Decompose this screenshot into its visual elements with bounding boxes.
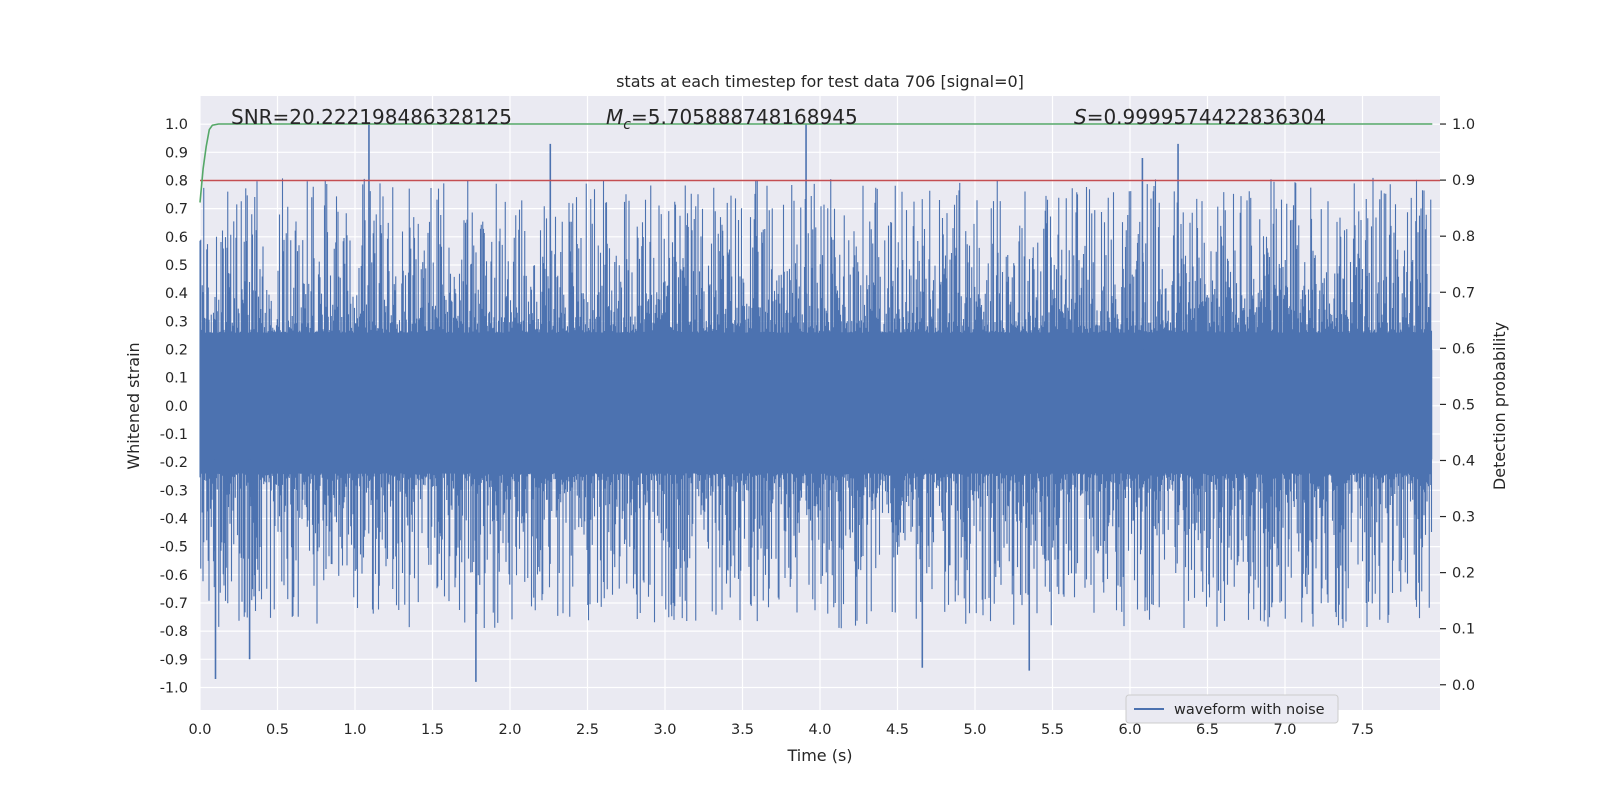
chart-title: stats at each timestep for test data 706… [616, 72, 1024, 91]
y2-axis-label: Detection probability [1490, 322, 1509, 490]
x-tick-label: 6.0 [1118, 722, 1141, 738]
y2-tick-label: 0.9 [1452, 173, 1475, 189]
y-tick-label: 0.9 [165, 145, 188, 161]
y-tick-label: 0.4 [165, 286, 188, 302]
y2-tick-label: 0.1 [1452, 622, 1475, 638]
y-tick-label: -0.1 [160, 427, 188, 443]
x-tick-label: 7.5 [1351, 722, 1374, 738]
y-axis-ticks: 1.0 0.9 0.8 0.7 0.6 0.5 0.4 0.3 0.2 0.1 0.0 -0.1 -0.… [160, 117, 188, 696]
y-tick-label: -0.2 [160, 455, 188, 471]
x-tick-label: 4.0 [808, 722, 831, 738]
y-tick-label: 0.6 [165, 230, 188, 246]
detection-probability-line [199, 123, 1433, 203]
waveform-core-band [200, 349, 1433, 460]
x-tick-label: 3.0 [653, 722, 676, 738]
y-tick-label: -0.4 [160, 511, 188, 527]
y2-tick-label: 0.3 [1452, 510, 1475, 526]
y2-tick-label: 0.2 [1452, 566, 1475, 582]
waveform-with-noise-series [199, 124, 1433, 682]
x-tick-label: 6.5 [1196, 722, 1219, 738]
score-symbol: S [1074, 105, 1087, 129]
x-tick-label: 3.5 [731, 722, 754, 738]
y-tick-label: 0.8 [165, 173, 188, 189]
snr-annotation: SNR=20.222198486328125 [231, 105, 512, 129]
legend-box [1125, 694, 1339, 724]
chirp-mass-value: =5.705888748168945 [631, 105, 858, 129]
x-tick-label: 5.5 [1041, 722, 1064, 738]
score-annotation: S=0.9999574422836304 [1074, 105, 1326, 129]
legend-label-waveform: waveform with noise [1174, 702, 1325, 718]
chirp-mass-subscript: c [623, 117, 631, 133]
x-tick-label: 0.5 [266, 722, 289, 738]
y-tick-label: 0.1 [165, 371, 188, 387]
y2-axis-ticks: 1.0 0.9 0.8 0.7 0.6 0.5 0.4 0.3 0.2 0.1 0.0 [1440, 117, 1475, 694]
y2-tick-label: 0.7 [1452, 285, 1475, 301]
y-tick-label: -0.9 [160, 652, 188, 668]
y-tick-label: 0.0 [165, 399, 188, 415]
y-tick-label: -0.6 [160, 568, 188, 584]
y-tick-label: 1.0 [165, 117, 188, 133]
y2-tick-label: 0.0 [1452, 678, 1475, 694]
x-tick-label: 1.0 [343, 722, 366, 738]
y2-tick-label: 0.4 [1452, 453, 1475, 469]
y-tick-label: -0.5 [160, 540, 188, 556]
y-tick-label: 0.5 [165, 258, 188, 274]
y-tick-label: -1.0 [160, 680, 188, 696]
y-tick-label: -0.8 [160, 624, 188, 640]
y-tick-label: 0.3 [165, 314, 188, 330]
legend: waveform with noise [1125, 694, 1339, 724]
y2-tick-label: 1.0 [1452, 117, 1475, 133]
x-tick-label: 0.0 [188, 722, 211, 738]
chirp-mass-symbol: M [606, 105, 623, 129]
y-tick-label: 0.7 [165, 202, 188, 218]
y-tick-label: -0.3 [160, 483, 188, 499]
x-tick-label: 1.5 [421, 722, 444, 738]
x-tick-label: 2.5 [576, 722, 599, 738]
x-tick-label: 2.0 [498, 722, 521, 738]
x-tick-label: 4.5 [886, 722, 909, 738]
x-axis-label: Time (s) [786, 746, 852, 765]
x-axis-ticks: 0.0 0.5 1.0 1.5 2.0 2.5 3.0 3.5 4.0 4.5 5.0 5.5 6.0 6… [188, 722, 1374, 738]
y-axis-label: Whitened strain [124, 342, 143, 469]
x-tick-label: 7.0 [1273, 722, 1296, 738]
y-tick-label: 0.2 [165, 342, 188, 358]
y2-tick-label: 0.6 [1452, 341, 1475, 357]
y2-tick-label: 0.5 [1452, 397, 1475, 413]
y-tick-label: -0.7 [160, 596, 188, 612]
x-tick-label: 5.0 [963, 722, 986, 738]
score-value: =0.9999574422836304 [1087, 105, 1326, 129]
y2-tick-label: 0.8 [1452, 229, 1475, 245]
chirp-mass-annotation: Mc=5.705888748168945 [606, 105, 858, 133]
